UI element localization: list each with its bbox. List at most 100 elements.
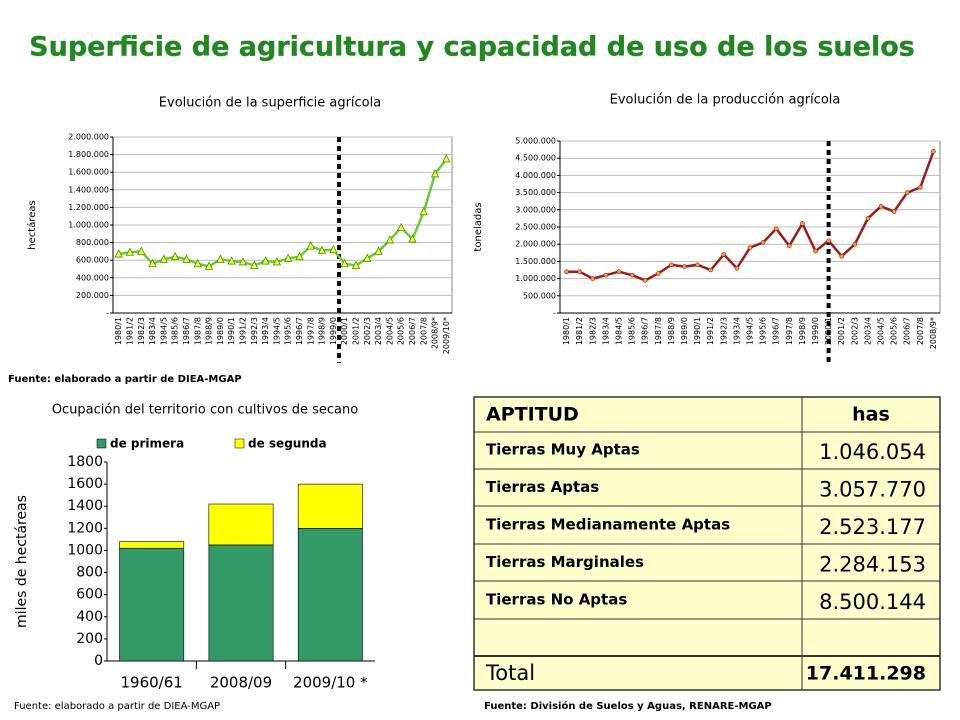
bar-segment: [297, 528, 363, 662]
y-tick-label: 400: [76, 609, 103, 625]
x-tick-label: 1981/2: [575, 317, 584, 345]
x-tick-label: 1997/8: [785, 317, 794, 345]
x-tick-label: 1985/6: [171, 317, 180, 345]
x-tick-label: 1986/7: [641, 317, 650, 345]
x-tick-label: 1983/4: [601, 317, 610, 345]
marker: [363, 253, 372, 262]
chart-title: Evolución de la producción agrícola: [610, 93, 841, 108]
slide-title: Superficie de agricultura y capacidad de…: [29, 32, 915, 63]
y-tick-label: 1.400.000: [68, 185, 109, 194]
chart-title: Evolución de la superficie agrícola: [159, 96, 381, 111]
legend-swatch: [234, 438, 245, 449]
y-tick-label: 500.000: [523, 291, 556, 300]
marker: [329, 244, 338, 254]
x-tick-label: 1984/5: [614, 317, 623, 345]
marker: [629, 272, 635, 278]
x-tick-label: 1996/7: [772, 317, 781, 345]
x-tick-label: 2005/6: [890, 317, 899, 345]
y-tick-label: 600.000: [76, 256, 109, 265]
y-tick-label: 1.500.000: [515, 257, 556, 266]
marker: [159, 254, 168, 263]
y-tick-label: 200.000: [76, 291, 109, 300]
marker: [655, 271, 661, 276]
x-tick-label: 1995/6: [284, 317, 293, 345]
x-tick-label: 1993/4: [732, 317, 741, 345]
y-tick-label: 1400: [67, 498, 103, 514]
x-tick-label: 1986/7: [182, 317, 191, 345]
table-cell: Tierras Aptas: [486, 478, 599, 496]
y-tick-label: -: [553, 309, 556, 318]
marker: [590, 276, 596, 281]
marker: [564, 269, 569, 275]
x-tick-label: 2009/10 *: [293, 674, 368, 692]
table-value: 2.523.177: [819, 515, 926, 539]
marker: [669, 262, 674, 268]
x-tick-label: 1998/9: [318, 317, 327, 345]
y-tick-label: -: [106, 309, 109, 318]
chart-title: Ocupación del territorio con cultivos de…: [52, 403, 358, 418]
x-tick-label: 2003/4: [863, 317, 872, 345]
x-tick-label: 1985/6: [628, 317, 637, 345]
marker: [125, 247, 135, 256]
table-total-value: 17.411.298: [806, 663, 926, 685]
marker: [351, 260, 361, 269]
x-tick-label: 2000/1: [340, 317, 349, 345]
y-tick-label: 1.800.000: [68, 150, 109, 159]
marker: [397, 222, 406, 232]
marker: [182, 254, 191, 263]
x-tick-label: 1991/2: [706, 317, 715, 345]
source: Fuente: elaborado a partir de DIEA-MGAP: [8, 374, 242, 385]
x-tick-label: 1990/1: [693, 317, 702, 345]
x-tick-label: 2008/9*: [431, 317, 440, 349]
y-axis-label: miles de hectáreas: [14, 495, 30, 628]
marker: [306, 241, 315, 250]
table-cell: Tierras Medianamente Aptas: [486, 516, 730, 534]
x-tick-label: 1987/8: [654, 317, 663, 345]
bar-segment: [297, 483, 363, 529]
x-tick-label: 2001/2: [351, 317, 360, 345]
table-value: 3.057.770: [819, 478, 926, 502]
x-tick-label: 1983/4: [148, 317, 157, 345]
marker: [408, 234, 417, 243]
x-tick-label: 1960/61: [121, 674, 183, 692]
x-tick-label: 1987/8: [193, 317, 202, 345]
x-tick-label: 2001/2: [837, 317, 846, 345]
marker: [865, 216, 871, 221]
marker: [137, 246, 146, 255]
marker: [734, 265, 740, 271]
marker: [839, 253, 845, 259]
marker: [904, 190, 910, 195]
marker: [261, 256, 270, 265]
marker: [800, 221, 805, 226]
marker: [918, 185, 923, 190]
y-tick-label: 3.500.000: [515, 188, 556, 197]
table-cell: Tierras Muy Aptas: [486, 441, 640, 459]
marker: [787, 243, 792, 249]
x-tick-label: 2002/3: [363, 317, 372, 345]
marker: [721, 252, 727, 257]
x-tick-label: 2007/8: [419, 317, 428, 345]
y-tick-label: 1800: [67, 454, 103, 470]
y-tick-label: 600: [76, 587, 103, 603]
table-cell: Tierras Marginales: [486, 553, 644, 571]
marker: [813, 248, 818, 254]
x-tick-label: 1999/0: [329, 317, 338, 345]
table-value: 2.284.153: [819, 553, 926, 577]
x-tick-label: 2008/9*: [929, 317, 938, 349]
legend-swatch: [96, 438, 107, 449]
y-tick-label: 200: [76, 631, 103, 647]
x-tick-label: 1989/0: [680, 317, 689, 345]
marker: [891, 209, 897, 214]
x-tick-label: 1989/0: [216, 317, 225, 345]
source: Fuente: División de Suelos y Aguas, RENA…: [484, 700, 772, 712]
x-tick-label: 1988/9: [205, 317, 214, 345]
marker: [430, 169, 440, 178]
marker: [317, 245, 327, 254]
marker: [171, 251, 180, 261]
marker: [227, 256, 236, 265]
y-tick-label: 1.600.000: [68, 168, 109, 177]
x-tick-label: 2007/8: [916, 317, 925, 345]
marker: [708, 267, 713, 273]
marker: [852, 241, 858, 247]
marker: [682, 264, 687, 269]
